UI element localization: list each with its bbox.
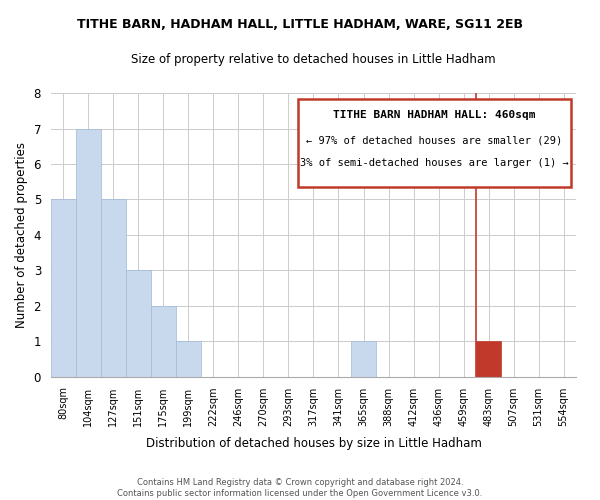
- Bar: [151, 306, 176, 376]
- Bar: [101, 200, 126, 376]
- Text: TITHE BARN, HADHAM HALL, LITTLE HADHAM, WARE, SG11 2EB: TITHE BARN, HADHAM HALL, LITTLE HADHAM, …: [77, 18, 523, 30]
- Bar: [476, 341, 501, 376]
- FancyBboxPatch shape: [298, 98, 571, 186]
- Bar: [51, 200, 76, 376]
- Title: Size of property relative to detached houses in Little Hadham: Size of property relative to detached ho…: [131, 52, 496, 66]
- Y-axis label: Number of detached properties: Number of detached properties: [15, 142, 28, 328]
- Text: TITHE BARN HADHAM HALL: 460sqm: TITHE BARN HADHAM HALL: 460sqm: [333, 110, 536, 120]
- Text: 3% of semi-detached houses are larger (1) →: 3% of semi-detached houses are larger (1…: [300, 158, 569, 168]
- Bar: [176, 341, 201, 376]
- Text: ← 97% of detached houses are smaller (29): ← 97% of detached houses are smaller (29…: [306, 136, 562, 145]
- Bar: [76, 128, 101, 376]
- Text: Contains HM Land Registry data © Crown copyright and database right 2024.
Contai: Contains HM Land Registry data © Crown c…: [118, 478, 482, 498]
- X-axis label: Distribution of detached houses by size in Little Hadham: Distribution of detached houses by size …: [146, 437, 481, 450]
- Bar: [351, 341, 376, 376]
- Bar: [126, 270, 151, 376]
